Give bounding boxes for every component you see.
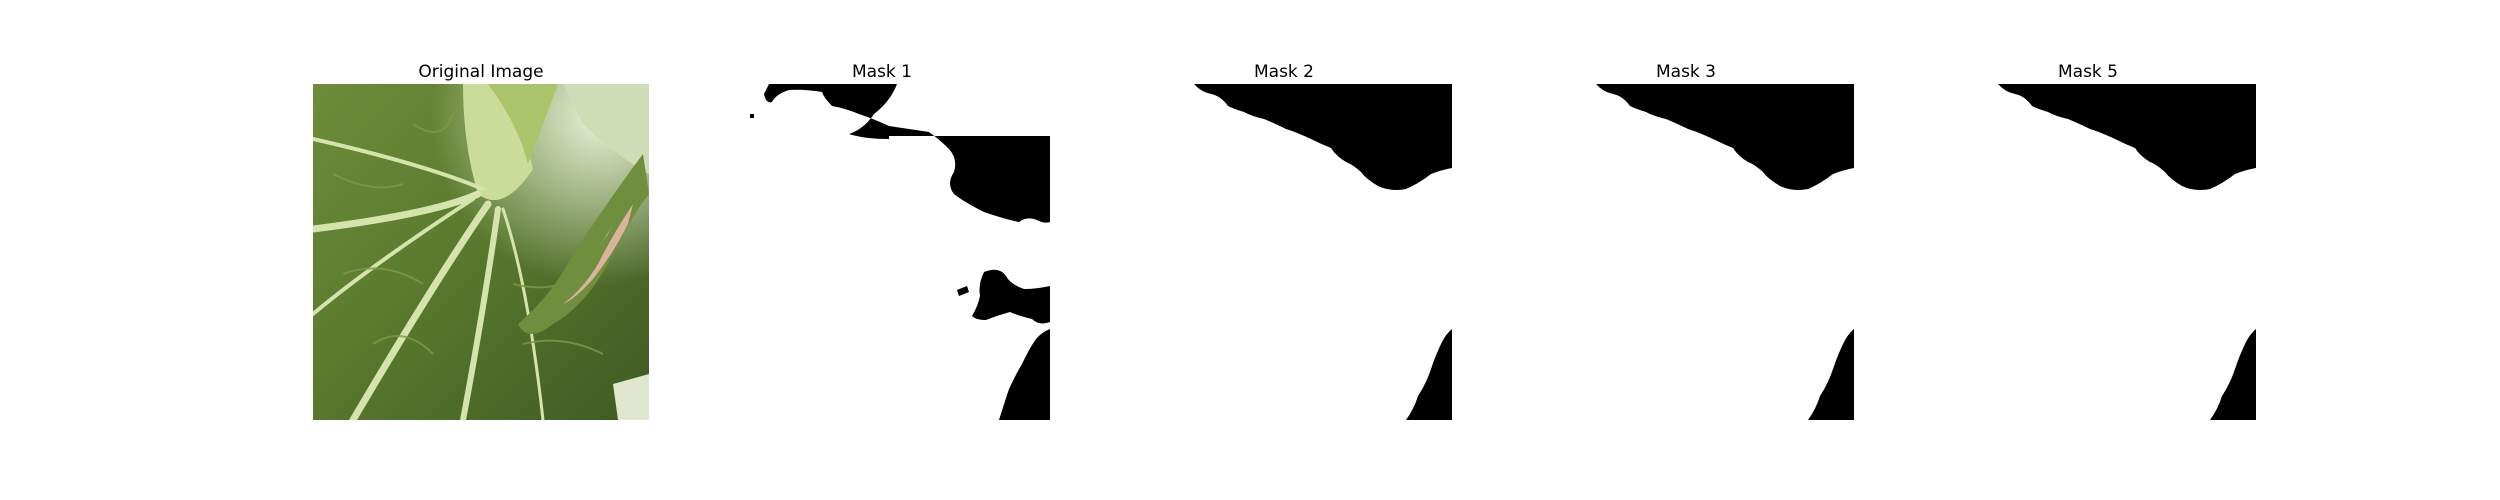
mask-3-image: [1518, 84, 1854, 420]
panel-title: Mask 5: [2057, 62, 2118, 82]
leaf-photo: [313, 84, 649, 420]
mask-3-shape: [1518, 84, 1854, 420]
original-leaf-image: [313, 84, 649, 420]
mask-5-image: [1920, 84, 2256, 420]
mask-1-shape: [714, 84, 1050, 420]
mask-2-shape: [1116, 84, 1452, 420]
panel-title: Mask 1: [851, 62, 912, 82]
mask-1-image: [714, 84, 1050, 420]
panel-title: Mask 3: [1655, 62, 1716, 82]
mask-5-shape: [1920, 84, 2256, 420]
panel-title: Original Image: [418, 62, 544, 82]
panel-title: Mask 2: [1253, 62, 1314, 82]
mask-2-image: [1116, 84, 1452, 420]
